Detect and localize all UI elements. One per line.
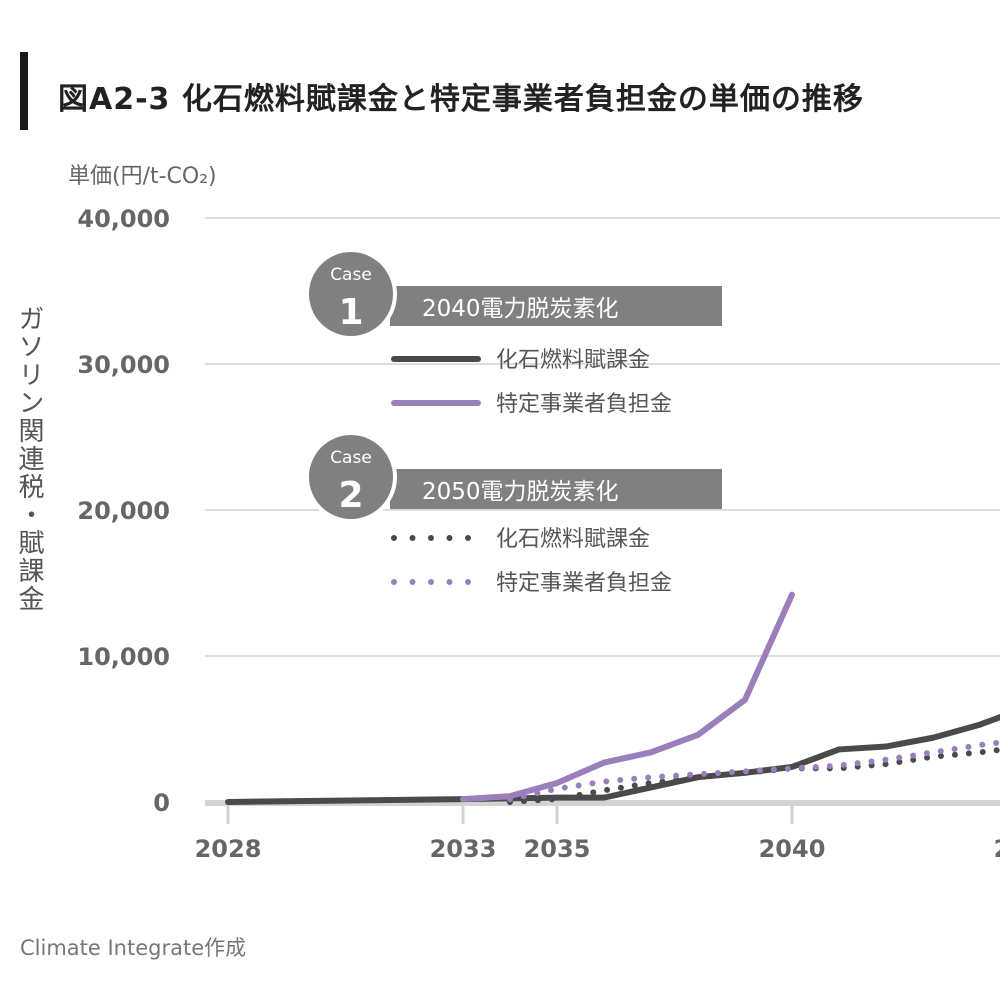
case1-banner [390,286,722,326]
x-tick-label: 2035 [524,835,591,863]
legend-case2-specific: 特定事業者負担金 [496,571,672,596]
y-tick-label: 30,000 [77,351,170,379]
x-tick-label: 2040 [759,835,826,863]
y-tick-label: 10,000 [77,643,170,671]
x-tick-label: 2045 [994,835,1000,863]
legend-case2-fossil: 化石燃料賦課金 [496,527,650,552]
case1-case-label: Case [330,265,372,285]
case1-number: 1 [338,292,363,333]
title-accent-bar [20,52,28,130]
case2-number: 2 [338,475,363,516]
x-tick-label: 2033 [430,835,497,863]
series-line-case1-fossil [225,713,1000,805]
series-line-case1-specific [460,591,795,803]
case1-title: 2040電力脱炭素化 [422,296,619,322]
case1-badge [309,252,393,336]
case2-badge [309,435,393,519]
y-axis-label: ガソリン関連税・賦課金 [14,305,44,613]
series-line-case2-fossil [507,746,1000,805]
x-tick-label: 2028 [195,835,262,863]
y-tick-label: 40,000 [77,205,170,233]
legend-case1-fossil: 化石燃料賦課金 [496,348,650,373]
legend-case1-specific: 特定事業者負担金 [496,392,672,417]
source-note: Climate Integrate作成 [20,936,247,960]
legend: Case 1 2040電力脱炭素化 化石燃料賦課金 特定事業者負担金 Case … [305,248,722,596]
case2-title: 2050電力脱炭素化 [422,479,619,505]
case2-banner [390,469,722,509]
series-line-case2-specific [507,739,1000,803]
chart-title: 図A2-3 化石燃料賦課金と特定事業者負担金の単価の推移 [58,82,864,117]
y-tick-label: 20,000 [77,497,170,525]
case2-case-label: Case [330,448,372,468]
y-tick-label: 0 [153,789,170,817]
unit-label: 単価(円/t-CO₂) [68,164,217,189]
